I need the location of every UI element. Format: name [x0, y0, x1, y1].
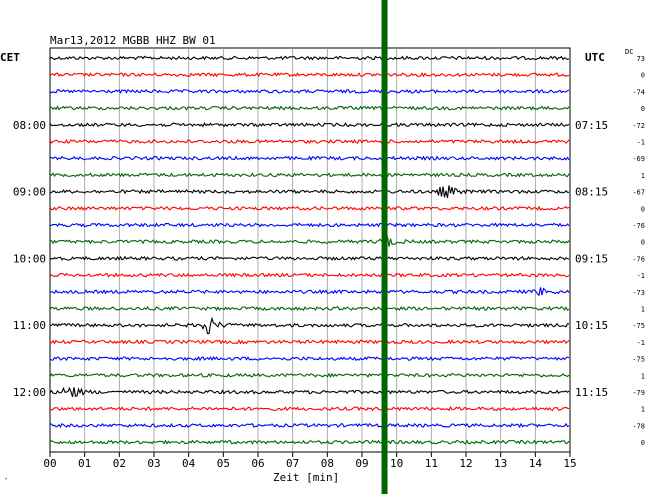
dc-value: 1	[641, 406, 645, 414]
left-time-label: 09:00	[13, 186, 46, 199]
seismic-trace	[50, 422, 570, 429]
x-tick-label: 06	[251, 457, 264, 470]
marker-line	[381, 0, 388, 494]
seismic-trace	[49, 372, 570, 378]
dc-value: 1	[641, 306, 645, 314]
left-time-label: 08:00	[13, 119, 46, 132]
left-time-label: 12:00	[13, 386, 46, 399]
left-time-labels: 08:00 09:00 10:00 11:00 12:00	[13, 119, 46, 399]
plot-frame	[49, 47, 571, 453]
dc-label: DC	[625, 48, 634, 56]
dc-value: 73	[637, 55, 645, 63]
left-time-label: 10:00	[13, 252, 46, 265]
right-time-labels: 07:15 08:15 09:15 10:15 11:15	[575, 119, 608, 399]
grid	[49, 47, 571, 453]
seismic-trace	[49, 222, 570, 228]
dc-value: -72	[632, 122, 645, 130]
left-time-label: 11:00	[13, 319, 46, 332]
dc-value: 0	[641, 72, 645, 80]
dc-value: -67	[632, 189, 645, 197]
dc-value: 0	[641, 205, 645, 213]
x-tick-label: 07	[286, 457, 299, 470]
x-tick-label: 02	[113, 457, 126, 470]
dc-value: -74	[632, 88, 645, 96]
dc-value: -78	[632, 422, 645, 430]
seismic-trace	[49, 71, 570, 78]
dc-value: 0	[641, 439, 645, 447]
seismic-trace	[49, 339, 570, 345]
x-tick-label: 03	[147, 457, 160, 470]
dc-value: 1	[641, 172, 645, 180]
seismic-trace	[49, 305, 570, 312]
x-tick-label: 08	[321, 457, 334, 470]
time-marker	[381, 0, 388, 494]
x-tick-label: 11	[425, 457, 438, 470]
dc-values: 73 0 -74 0 -72 -1 -69 1 -67 0 -76 0 -76 -1 -73 1 -75 -1 -7…	[632, 55, 645, 447]
x-tick-label: 05	[217, 457, 230, 470]
x-tick-label: 13	[494, 457, 507, 470]
seismic-trace	[49, 236, 570, 247]
right-time-label: 08:15	[575, 186, 608, 199]
dc-value: -1	[637, 339, 645, 347]
seismic-trace	[49, 138, 570, 145]
seismic-trace	[49, 55, 570, 61]
seismic-trace	[49, 105, 570, 111]
seismic-trace	[49, 155, 570, 162]
x-axis-ticks: 00 01 02 03 04 05 06 07 08 09 10 11 12 13 14 15	[43, 452, 577, 470]
seismic-trace	[49, 205, 570, 211]
seismic-trace	[49, 255, 570, 262]
x-axis-label: Zeit [min]	[273, 471, 340, 484]
left-timezone: CET	[0, 51, 20, 64]
traces	[49, 55, 570, 445]
seismic-trace	[49, 172, 570, 178]
dc-value: -75	[632, 322, 645, 330]
dc-value: 0	[641, 239, 645, 247]
dc-value: -76	[632, 222, 645, 230]
dc-value: -1	[637, 139, 645, 147]
x-tick-label: 10	[390, 457, 403, 470]
dc-value: 1	[641, 372, 645, 380]
seismic-trace	[49, 316, 569, 335]
seismic-trace	[49, 287, 570, 297]
dc-value: -75	[632, 356, 645, 364]
seismic-trace	[49, 88, 570, 94]
x-tick-label: 14	[529, 457, 543, 470]
seismic-trace	[49, 122, 570, 128]
seismic-trace	[49, 272, 570, 278]
right-time-label: 07:15	[575, 119, 608, 132]
right-time-label: 09:15	[575, 252, 608, 265]
seismic-trace	[49, 439, 570, 445]
right-time-label: 10:15	[575, 319, 608, 332]
x-tick-label: 12	[459, 457, 472, 470]
x-tick-label: 09	[355, 457, 368, 470]
seismic-trace	[49, 185, 569, 199]
dc-value: -76	[632, 255, 645, 263]
x-tick-label: 04	[182, 457, 196, 470]
chart-header: Mar13,2012 MGBB HHZ BW 01	[50, 34, 216, 47]
corner-mark: ´	[3, 478, 9, 488]
dc-value: -73	[632, 289, 645, 297]
right-timezone: UTC	[585, 51, 605, 64]
seismic-trace	[49, 405, 570, 412]
x-tick-label: 01	[78, 457, 91, 470]
seismic-trace	[49, 386, 570, 398]
x-tick-label: 15	[563, 457, 576, 470]
dc-value: -79	[632, 389, 645, 397]
x-tick-label: 00	[43, 457, 56, 470]
right-time-label: 11:15	[575, 386, 608, 399]
dc-value: -69	[632, 155, 645, 163]
dc-value: 0	[641, 105, 645, 113]
dc-value: -1	[637, 272, 645, 280]
seismic-trace	[49, 355, 570, 362]
